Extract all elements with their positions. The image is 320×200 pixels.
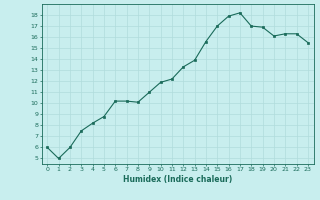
- X-axis label: Humidex (Indice chaleur): Humidex (Indice chaleur): [123, 175, 232, 184]
